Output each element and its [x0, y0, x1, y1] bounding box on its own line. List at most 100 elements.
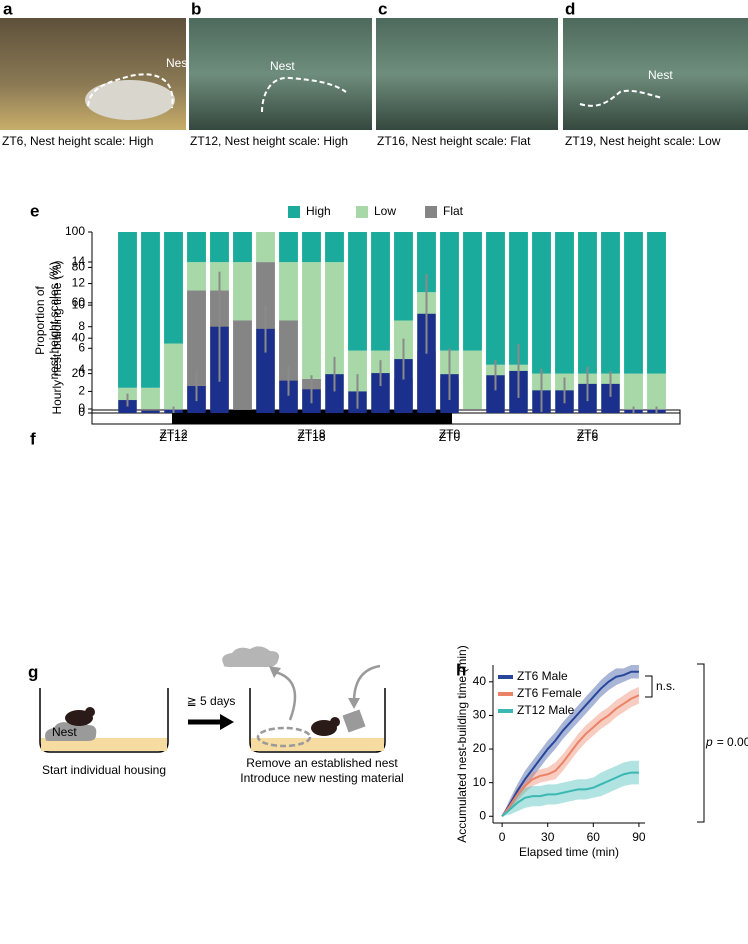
x-tick-label: ZT12	[159, 430, 187, 444]
bar	[279, 380, 298, 413]
bar-segment	[141, 387, 160, 409]
x-tick-label: ZT6	[577, 427, 599, 441]
caption: ZT16, Nest height scale: Flat	[377, 134, 531, 148]
bar-segment	[555, 232, 574, 374]
legend-label: ZT6 Male	[517, 669, 568, 683]
line	[501, 694, 640, 817]
bar-segment	[302, 232, 321, 263]
bar-segment	[647, 373, 666, 409]
bar	[486, 375, 505, 413]
nest-outline	[579, 89, 663, 107]
bar-segment	[141, 232, 160, 388]
bar-segment	[279, 232, 298, 263]
photo	[376, 18, 558, 130]
x-tick-label: 30	[541, 830, 555, 844]
mouse-head	[330, 717, 340, 727]
remove-arrow	[274, 670, 297, 721]
y-tick-label: 20	[473, 741, 487, 755]
x-tick-label: ZT0	[439, 430, 461, 444]
bar-segment	[417, 232, 436, 293]
step-label: Remove an established nest	[246, 756, 398, 770]
bar-segment	[164, 343, 183, 409]
y-tick-label: 6	[78, 340, 85, 354]
removed-nest-icon	[222, 646, 279, 667]
bedding	[41, 738, 167, 751]
annotation-var: p	[705, 735, 713, 749]
photo	[563, 18, 748, 130]
legend-label: High	[306, 204, 331, 218]
bar-segment	[233, 232, 252, 263]
legend-label: ZT6 Female	[517, 686, 582, 700]
step-label: Start individual housing	[42, 763, 166, 777]
bar-segment	[486, 232, 505, 365]
annotation: p = 0.00110	[705, 735, 748, 749]
y-tick-label: 40	[72, 330, 86, 344]
bar-segment	[164, 232, 183, 344]
bar-segment	[187, 262, 206, 291]
y-axis-label: nest height scales (%)	[47, 261, 61, 379]
legend-label: Flat	[443, 204, 464, 218]
bar-segment	[509, 232, 528, 365]
bar-segment	[394, 232, 413, 321]
bar	[256, 328, 275, 413]
y-tick-label: 12	[72, 276, 86, 290]
cage	[249, 688, 386, 753]
bar-segment	[256, 232, 275, 263]
y-tick-label: 40	[473, 674, 487, 688]
legend-swatch	[356, 206, 368, 218]
y-tick-label: 8	[78, 319, 85, 333]
nest-text: Nest	[52, 725, 77, 739]
panel-letter: g	[28, 662, 38, 681]
bar	[325, 374, 344, 413]
y-tick-label: 2	[78, 384, 85, 398]
x-tick-label: ZT0	[439, 427, 461, 441]
panel-letter: d	[565, 0, 575, 18]
x-tick-label: 0	[499, 830, 506, 844]
x-tick-label: ZT6	[577, 430, 599, 444]
arrowhead	[220, 714, 234, 730]
bar	[417, 313, 436, 413]
removed-nest	[256, 726, 312, 748]
x-tick-label: 90	[632, 830, 646, 844]
bar-segment	[348, 232, 367, 351]
bar-segment	[325, 262, 344, 409]
y-tick-label: 4	[78, 362, 85, 376]
nest-label: Nest	[648, 68, 673, 82]
y-tick-label: 10	[473, 775, 487, 789]
photo	[189, 18, 372, 130]
dark-bar	[172, 413, 452, 424]
y-tick-label: 20	[72, 366, 86, 380]
bracket	[697, 663, 705, 823]
x-tick-label: ZT18	[297, 430, 325, 444]
y-axis-label: Proportion of	[33, 285, 47, 354]
x-tick-label: ZT12	[159, 427, 187, 441]
y-tick-label: 60	[72, 295, 86, 309]
panel-letter: c	[378, 0, 387, 18]
mouse-head	[85, 707, 95, 717]
nest	[85, 80, 175, 120]
arrowhead	[269, 666, 281, 678]
bar-segment	[647, 232, 666, 374]
y-axis-label: Hourly nest-building time (%)	[50, 260, 64, 414]
annotation: n.s.	[656, 679, 675, 693]
y-tick-label: 0	[479, 808, 486, 822]
y-tick-label: 80	[72, 260, 86, 274]
y-tick-label: 10	[72, 297, 86, 311]
bar	[394, 359, 413, 413]
caption: ZT6, Nest height scale: High	[2, 134, 153, 148]
annotation-text: = 0.00110	[717, 735, 748, 749]
line	[501, 771, 639, 818]
error-band	[502, 760, 639, 817]
bar-segment	[371, 232, 390, 351]
caption: ZT19, Nest height scale: Low	[565, 134, 721, 148]
x-tick-label: ZT18	[297, 427, 325, 441]
nest-label: Nest	[270, 59, 295, 73]
error-band	[502, 665, 639, 817]
bar-segment	[187, 290, 206, 409]
bar-segment	[118, 232, 137, 388]
panel-letter: b	[191, 0, 201, 18]
bar-segment	[302, 262, 321, 379]
brackets	[645, 663, 705, 823]
nesting-material	[342, 709, 366, 733]
panel-letter: f	[30, 429, 36, 448]
